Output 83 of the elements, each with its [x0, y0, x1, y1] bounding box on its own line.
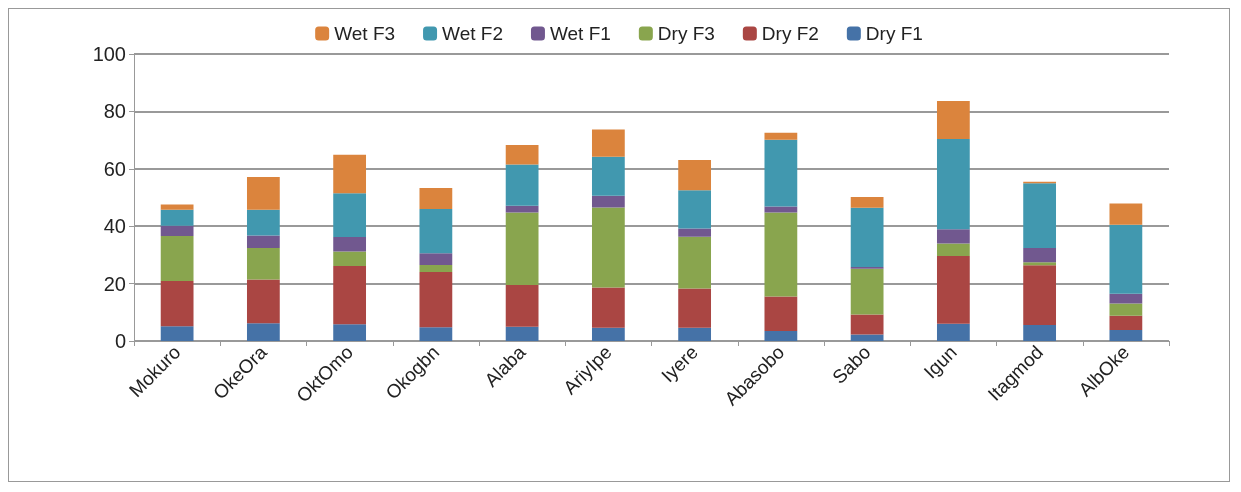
bar	[246, 177, 280, 210]
bar	[591, 327, 625, 341]
bar	[333, 266, 367, 325]
bar	[1109, 330, 1143, 341]
bar	[850, 334, 884, 341]
y-tick-label: 100	[92, 43, 126, 65]
bar	[160, 326, 194, 341]
bar	[160, 235, 194, 282]
bar	[1109, 303, 1143, 316]
bar	[764, 132, 798, 140]
bar	[1109, 203, 1143, 225]
bar	[419, 253, 453, 265]
bar	[505, 326, 539, 341]
bar	[591, 195, 625, 208]
bar	[246, 323, 280, 341]
bar	[160, 281, 194, 327]
bar	[936, 243, 970, 257]
bar	[333, 324, 367, 341]
bar	[764, 330, 798, 341]
legend-label: Dry F3	[657, 23, 715, 44]
legend-label: Wet F2	[442, 23, 503, 44]
bar	[764, 206, 798, 213]
bar	[936, 229, 970, 244]
bar	[505, 285, 539, 327]
bar	[678, 236, 712, 289]
bar	[1109, 293, 1143, 304]
bar	[505, 164, 539, 206]
y-tick-label: 0	[114, 330, 126, 352]
bar	[505, 212, 539, 286]
bar	[678, 228, 712, 237]
bar	[1023, 183, 1057, 249]
bar	[850, 314, 884, 335]
bar	[1109, 224, 1143, 294]
bar	[1023, 265, 1057, 325]
bar	[850, 207, 884, 267]
bar	[505, 205, 539, 213]
legend-label: Dry F2	[761, 23, 819, 44]
bar	[333, 154, 367, 194]
bar	[764, 139, 798, 207]
bar	[160, 209, 194, 226]
bar	[764, 212, 798, 297]
bar	[333, 193, 367, 238]
bar	[850, 196, 884, 208]
bar	[678, 190, 712, 229]
bar	[936, 101, 970, 139]
bar	[246, 209, 280, 236]
x-tick-label: Igun	[919, 341, 961, 383]
bar	[591, 207, 625, 288]
y-tick-label: 80	[103, 100, 126, 123]
bar	[591, 156, 625, 196]
bar	[936, 138, 970, 230]
bar	[246, 248, 280, 280]
bar	[1109, 315, 1143, 331]
bar	[160, 225, 194, 236]
bar	[419, 264, 453, 273]
bar	[419, 272, 453, 328]
bar	[333, 237, 367, 252]
bar	[333, 251, 367, 267]
bar	[936, 323, 970, 341]
bar	[764, 296, 798, 331]
bar	[591, 287, 625, 328]
bar	[850, 268, 884, 315]
bar	[419, 188, 453, 209]
bar	[678, 288, 712, 328]
bar	[505, 144, 539, 165]
bar	[160, 204, 194, 210]
bar	[591, 129, 625, 157]
legend-label: Wet F1	[549, 23, 611, 44]
bar	[419, 208, 453, 254]
y-tick-label: 60	[103, 157, 126, 180]
bar	[1023, 248, 1057, 263]
bar	[678, 159, 712, 191]
bar	[1023, 262, 1057, 266]
y-tick-label: 20	[103, 272, 126, 295]
y-tick-label: 40	[103, 215, 126, 238]
bar	[419, 327, 453, 341]
legend-label: Wet F3	[334, 23, 396, 44]
bar	[246, 279, 280, 324]
bar	[246, 235, 280, 249]
bar	[936, 256, 970, 324]
bar	[1023, 324, 1057, 341]
bar	[678, 327, 712, 341]
legend-label: Dry F1	[865, 23, 923, 44]
